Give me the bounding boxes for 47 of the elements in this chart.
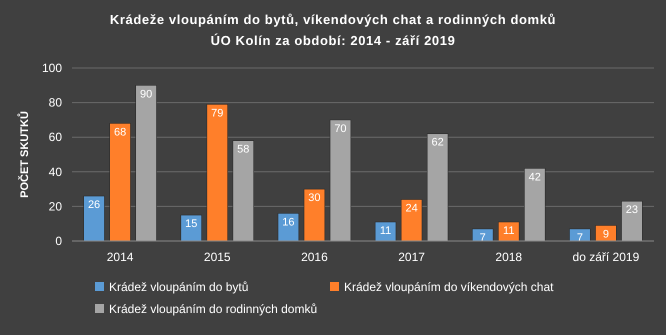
data-label: 79 — [211, 107, 224, 120]
y-tick-label: 60 — [48, 130, 62, 144]
bar — [206, 104, 228, 242]
data-label: 9 — [602, 228, 609, 240]
bar — [180, 214, 202, 242]
data-label: 11 — [380, 224, 392, 237]
x-tick-label: 2016 — [301, 250, 328, 264]
data-label: 26 — [88, 199, 100, 212]
bar — [426, 133, 448, 242]
bar — [524, 168, 546, 242]
data-label: 90 — [140, 88, 152, 100]
data-label: 58 — [237, 144, 250, 156]
bar — [304, 188, 326, 242]
bar — [400, 199, 422, 242]
x-tick-label: 2017 — [398, 250, 426, 264]
data-label: 68 — [114, 126, 126, 138]
bar — [278, 213, 300, 242]
x-tick-label: 2015 — [204, 250, 231, 264]
data-label: 62 — [431, 136, 444, 149]
chart-title: Krádeže vloupáním do bytů, víkendových chat a rodinných domků — [110, 12, 556, 27]
data-label: 11 — [503, 224, 514, 237]
y-tick-label: 0 — [55, 234, 62, 248]
data-label: 16 — [282, 216, 295, 228]
legend-label: Krádež vloupáním do víkendových chat — [344, 280, 554, 294]
data-label: 30 — [308, 192, 321, 204]
y-tick-label: 100 — [42, 61, 62, 75]
legend-label: Krádež vloupáním do bytů — [109, 280, 248, 294]
y-tick-label: 40 — [48, 164, 62, 179]
bar — [135, 85, 157, 242]
bar — [621, 200, 643, 242]
data-label: 24 — [405, 202, 418, 214]
data-label: 70 — [334, 122, 347, 135]
data-label: 23 — [626, 204, 638, 216]
x-tick-label: do září 2019 — [572, 250, 640, 264]
data-label: 42 — [528, 171, 541, 184]
bar — [109, 123, 131, 242]
legend-label: Krádež vloupáním do rodinných domků — [109, 302, 318, 316]
y-axis-title: POČET SKUTKŮ — [17, 111, 31, 198]
bar — [232, 140, 254, 242]
y-tick-label: 80 — [48, 96, 62, 110]
bar — [83, 196, 105, 242]
chart-subtitle: ÚO Kolín za období: 2014 - září 2019 — [210, 33, 456, 48]
y-tick-label: 20 — [48, 199, 62, 214]
x-tick-label: 2014 — [106, 250, 134, 264]
bar — [330, 120, 352, 242]
data-label: 15 — [185, 218, 198, 230]
x-tick-label: 2018 — [495, 250, 522, 264]
